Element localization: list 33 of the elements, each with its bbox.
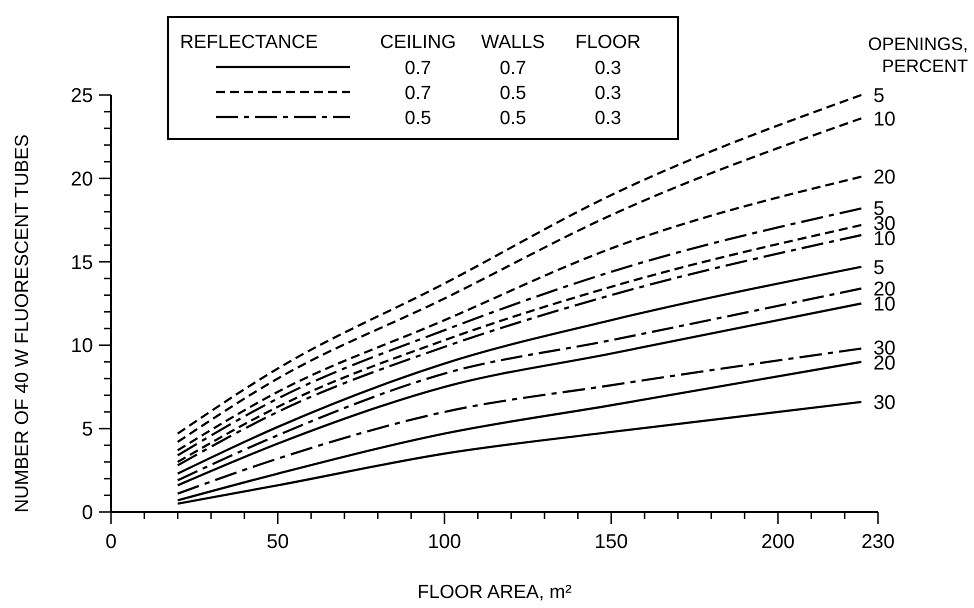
- x-tick-label: 230: [861, 531, 895, 553]
- y-axis-title: NUMBER OF 40 W FLUORESCENT TUBES: [12, 134, 33, 513]
- x-tick-label: 200: [761, 531, 795, 553]
- x-tick-label: 100: [428, 531, 462, 553]
- annotation: 0.3: [594, 108, 622, 129]
- x-tick-label: 50: [266, 531, 289, 553]
- text: 0.7: [404, 58, 432, 79]
- x-tick-label: 150: [594, 531, 628, 553]
- y-tick-label: 10: [70, 335, 93, 358]
- y-tick-label: 20: [70, 168, 93, 190]
- series-label: 20: [873, 166, 896, 189]
- text: OPENINGS, PERCENT: [868, 34, 968, 76]
- y-tick-label: 5: [82, 418, 93, 441]
- annotation: 0.3: [594, 83, 622, 104]
- series-label: 5: [873, 256, 884, 279]
- legend-title: REFLECTANCE: [180, 32, 318, 53]
- series-label: 30: [873, 392, 896, 414]
- text: 0.3: [594, 58, 622, 79]
- series-label: 5: [873, 85, 884, 107]
- x-axis-title: FLOOR AREA, m²: [417, 582, 572, 603]
- annotation: 0.5: [500, 83, 526, 104]
- text: FLOOR: [575, 32, 641, 53]
- y-tick-label: 15: [70, 252, 93, 274]
- text: CEILING: [380, 32, 456, 53]
- y-tick-label: 25: [70, 85, 93, 107]
- annotation: 0.5: [500, 108, 526, 129]
- text: 0.7: [500, 58, 526, 79]
- annotation: 0.5: [404, 108, 432, 129]
- y-tick-label: 0: [82, 502, 93, 524]
- text: WALLS: [481, 32, 545, 53]
- x-tick-label: 0: [105, 531, 117, 553]
- annotation: 0.7: [404, 83, 432, 104]
- series-label: 10: [873, 108, 896, 130]
